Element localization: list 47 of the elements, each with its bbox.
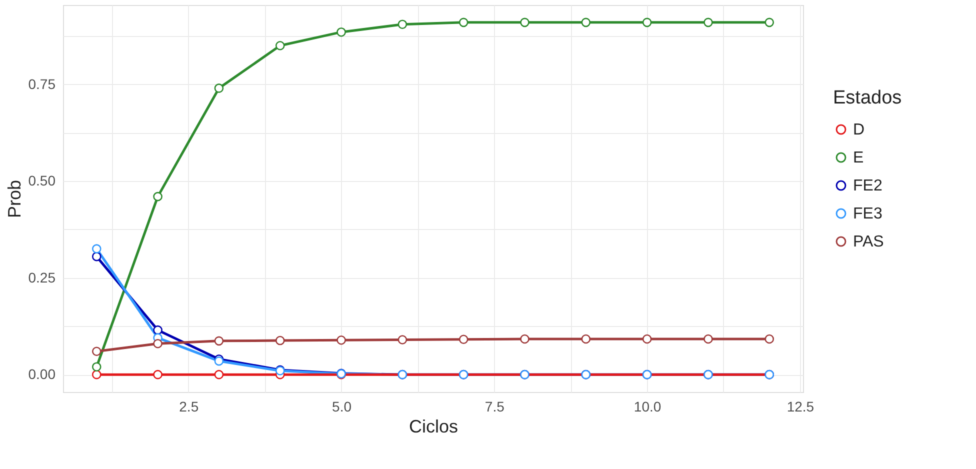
point — [520, 18, 530, 28]
point — [704, 334, 713, 344]
point — [153, 192, 162, 202]
y-tick-label: 0.00 — [28, 366, 56, 382]
point — [642, 18, 652, 28]
point — [704, 18, 713, 28]
point — [336, 336, 346, 345]
point — [581, 18, 591, 28]
x-tick-label: 12.5 — [786, 398, 814, 414]
point — [214, 336, 224, 346]
legend-title: Estados — [833, 88, 902, 108]
legend-label: E — [853, 150, 864, 166]
legend-label: FE3 — [853, 206, 882, 222]
point — [336, 27, 346, 37]
point — [642, 334, 652, 344]
point — [458, 334, 468, 344]
legend-label: D — [853, 122, 865, 138]
x-tick-label: 2.5 — [179, 398, 199, 414]
point — [214, 84, 224, 93]
point — [153, 338, 162, 348]
y-axis-title: Prob — [4, 180, 24, 218]
point — [153, 370, 162, 380]
legend-label: FE2 — [853, 178, 882, 194]
x-tick-label: 7.5 — [484, 398, 505, 414]
point — [275, 40, 285, 50]
x-axis-title: Ciclos — [408, 416, 458, 436]
point — [153, 325, 162, 335]
point — [520, 334, 530, 344]
point — [764, 334, 774, 344]
point — [92, 346, 102, 356]
y-tick-label: 0.75 — [28, 76, 56, 92]
x-tick-label: 10.0 — [634, 398, 662, 414]
point — [398, 335, 408, 344]
point — [214, 370, 224, 380]
point — [275, 336, 285, 346]
point — [92, 252, 102, 262]
point — [92, 244, 102, 254]
y-tick-label: 0.25 — [28, 269, 56, 286]
point — [92, 362, 102, 372]
x-tick-label: 5.0 — [332, 398, 352, 414]
point — [581, 334, 591, 344]
point — [764, 18, 774, 28]
legend-label: PAS — [853, 234, 884, 250]
point — [92, 370, 102, 380]
y-tick-label: 0.50 — [28, 172, 56, 189]
point — [398, 20, 408, 29]
point — [458, 18, 468, 28]
